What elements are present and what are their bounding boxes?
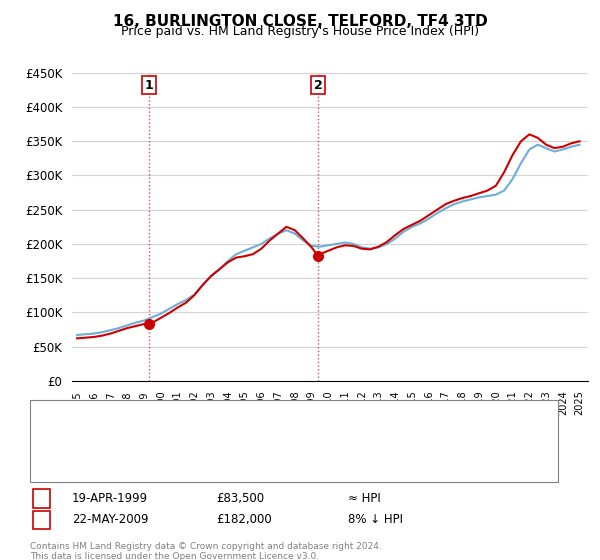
Text: £182,000: £182,000 bbox=[216, 513, 272, 526]
Text: Price paid vs. HM Land Registry's House Price Index (HPI): Price paid vs. HM Land Registry's House … bbox=[121, 25, 479, 38]
Text: 1: 1 bbox=[37, 492, 46, 505]
Text: 22-MAY-2009: 22-MAY-2009 bbox=[72, 513, 149, 526]
Text: Contains HM Land Registry data © Crown copyright and database right 2024.
This d: Contains HM Land Registry data © Crown c… bbox=[30, 542, 382, 560]
Text: 19-APR-1999: 19-APR-1999 bbox=[72, 492, 148, 505]
Text: 2: 2 bbox=[37, 513, 46, 526]
Text: 16, BURLINGTON CLOSE, TELFORD, TF4 3TD: 16, BURLINGTON CLOSE, TELFORD, TF4 3TD bbox=[113, 14, 487, 29]
Text: HPI: Average price, detached house, Telford and Wrekin: HPI: Average price, detached house, Telf… bbox=[84, 418, 394, 428]
Text: 8% ↓ HPI: 8% ↓ HPI bbox=[348, 513, 403, 526]
Text: 1: 1 bbox=[145, 79, 154, 92]
Text: £83,500: £83,500 bbox=[216, 492, 264, 505]
Text: 16, BURLINGTON CLOSE, TELFORD, TF4 3TD (detached house): 16, BURLINGTON CLOSE, TELFORD, TF4 3TD (… bbox=[84, 405, 432, 415]
Text: 2: 2 bbox=[314, 79, 323, 92]
Text: ≈ HPI: ≈ HPI bbox=[348, 492, 381, 505]
